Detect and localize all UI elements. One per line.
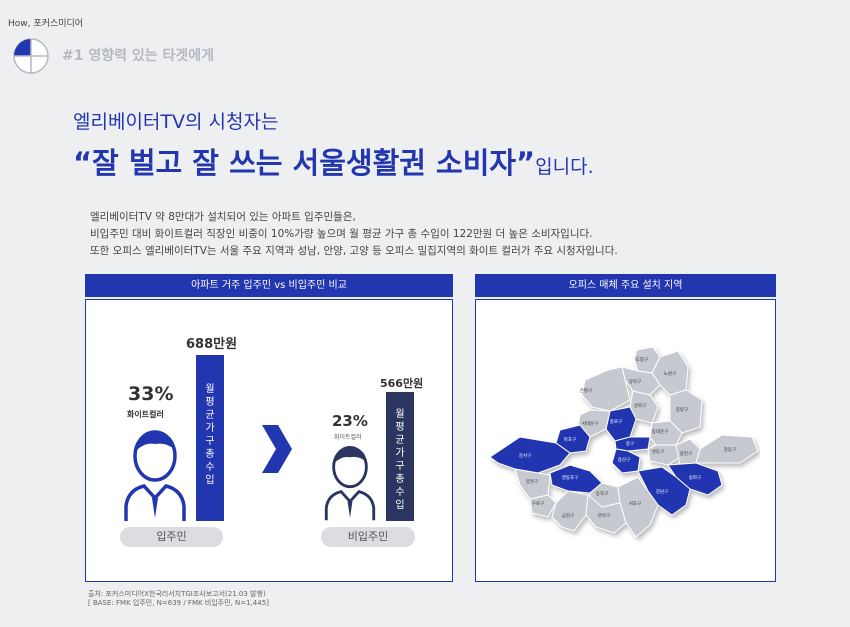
district-label: 중랑구: [676, 406, 688, 413]
source-line: [ BASE: FMK 입주민, N=639 / FMK 비입주민, N=1,4…: [88, 599, 269, 607]
district-label: 구로구: [532, 501, 544, 507]
source-line: 출처: 포커스미디어X한국리서치TGI조사보고서(21.03 발행): [88, 590, 266, 598]
headline-pre: 엘리베이터TV의 시청자는: [73, 111, 279, 133]
resident-bar-label: 월평균가구총수입: [205, 384, 215, 486]
resident-pct-label: 화이트컬러: [127, 410, 164, 419]
district-label: 마포구: [564, 436, 576, 443]
description-line: 비입주민 대비 화이트컬러 직장인 비중이 10%가량 높으며 월 평균 가구 …: [90, 228, 593, 240]
nonresident-income: 566만원: [380, 377, 424, 390]
chevron-right-icon: [262, 425, 292, 473]
district-label: 강남구: [656, 488, 668, 495]
district-24: [551, 490, 589, 532]
nonresident-pct-label: 화이트컬러: [334, 434, 362, 441]
district-25: [585, 493, 627, 534]
district-label: 영등포구: [562, 474, 579, 481]
district-label: 종로구: [610, 419, 622, 425]
nonresident-label: 비입주민: [321, 527, 415, 547]
district-label: 양천구: [526, 478, 538, 485]
district-label: 용산구: [618, 456, 630, 463]
resident-income: 688만원: [186, 337, 238, 352]
nonresident-income-bar: [386, 392, 414, 521]
nonresident-person-icon: [324, 445, 376, 521]
district-label: 서대문구: [582, 420, 599, 427]
headline-main: “잘 벌고 잘 쓰는 서울생활권 소비자”입니다.: [73, 140, 594, 182]
district-label: 강서구: [519, 452, 531, 459]
district-label: 관악구: [598, 512, 610, 519]
district-3: [621, 366, 661, 396]
comparison-panel-title: 아파트 거주 입주민 vs 비입주민 비교: [85, 274, 453, 297]
district-label: 서초구: [629, 500, 641, 507]
district-label: 은평구: [580, 387, 592, 394]
district-label: 강북구: [629, 378, 641, 385]
district-label: 광진구: [680, 450, 692, 457]
headline-quote: “잘 벌고 잘 쓰는 서울생활권 소비자”: [73, 146, 536, 180]
district-label: 성북구: [634, 402, 646, 409]
district-4: [581, 366, 631, 412]
district-label: 송파구: [689, 474, 701, 481]
district-12: [490, 436, 571, 474]
section-title: #1 영향력 있는 타겟에게: [62, 48, 215, 64]
headline-suffix: 입니다.: [535, 156, 594, 178]
source-footnote: 출처: 포커스미디어X한국리서치TGI조사보고서(21.03 발행) [ BAS…: [88, 590, 269, 608]
district-label: 성동구: [652, 448, 664, 455]
district-14: [647, 444, 681, 466]
section-logo-icon: [13, 38, 49, 74]
description-line: 또한 오피스 엘리베이터TV는 서울 주요 지역과 성남, 안양, 고양 등 오…: [90, 245, 618, 257]
district-label: 금천구: [562, 512, 574, 519]
district-21: [529, 494, 557, 518]
description-line: 엘리베이터TV 약 8만대가 설치되어 있는 아파트 입주민들은,: [90, 211, 356, 223]
nonresident-pct: 23%: [332, 412, 368, 430]
description: 엘리베이터TV 약 8만대가 설치되어 있는 아파트 입주민들은, 비입주민 대…: [90, 209, 618, 260]
district-label: 도봉구: [636, 357, 648, 363]
district-label: 노원구: [664, 370, 676, 377]
district-label: 중구: [626, 441, 634, 447]
district-label: 동대문구: [652, 428, 669, 435]
resident-label: 입주민: [120, 527, 223, 547]
district-label: 동작구: [596, 490, 608, 497]
nonresident-bar-label: 월평균가구총수입: [395, 409, 405, 511]
district-label: 강동구: [724, 446, 736, 453]
resident-pct: 33%: [128, 383, 174, 405]
map-panel-title: 오피스 매체 주요 설치 지역: [475, 274, 776, 297]
resident-income-bar: [196, 355, 224, 521]
resident-person-icon: [124, 430, 186, 521]
brand-label: How, 포커스미디어: [8, 19, 84, 29]
